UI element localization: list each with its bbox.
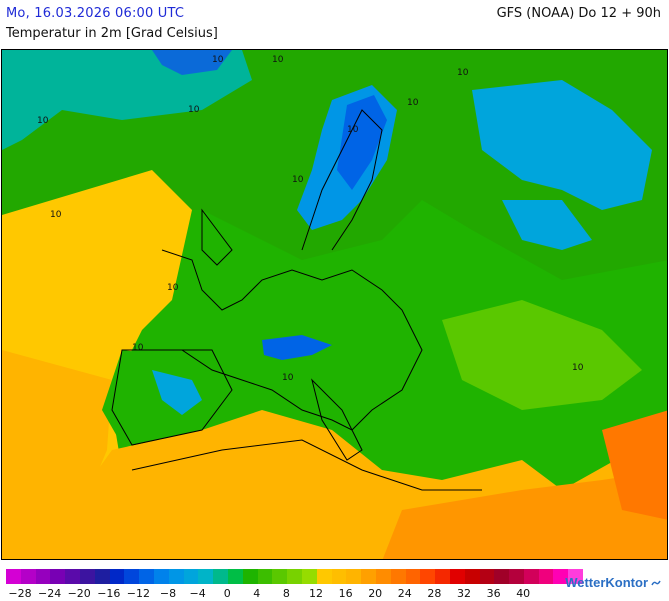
legend-label: 4 <box>253 587 261 600</box>
legend-swatch <box>242 569 258 584</box>
legend-label: −12 <box>126 587 150 600</box>
legend-swatch <box>272 569 288 584</box>
brand-logo: WetterKontor <box>565 575 661 590</box>
legend-label: −4 <box>189 587 206 600</box>
legend-label: 28 <box>427 587 442 600</box>
legend-label: 8 <box>282 587 290 600</box>
coastline-scandinavia <box>301 109 383 251</box>
wave-icon <box>651 580 661 585</box>
coastline-europe <box>152 249 423 431</box>
legend-swatch <box>390 569 406 584</box>
legend-swatch <box>553 569 569 584</box>
legend-swatch <box>435 569 450 584</box>
legend-swatch <box>420 569 436 584</box>
coastline-britain <box>201 208 233 266</box>
middle-east-hot <box>602 410 667 520</box>
legend-swatch <box>65 569 80 584</box>
legend-swatch <box>94 569 110 584</box>
legend-label: 16 <box>338 587 353 600</box>
legend-swatch <box>168 569 184 584</box>
color-legend: −28 −24 −20 −16 −12 −8 −4 0 4 8 12 16 20 24 28 32 36 40 <box>6 569 584 601</box>
legend-swatch <box>538 569 554 584</box>
contour-label: 10 <box>50 210 62 220</box>
legend-label: 32 <box>457 587 471 600</box>
legend-swatch <box>509 569 524 584</box>
contour-label: 10 <box>132 343 144 353</box>
legend-label: 24 <box>397 587 412 600</box>
russia-cold-2 <box>502 200 592 250</box>
legend-label: −8 <box>159 587 177 600</box>
legend-swatch <box>124 569 140 584</box>
legend-swatch <box>50 569 66 584</box>
temperature-map: 10 10 10 10 10 10 10 10 10 10 10 10 10 <box>1 49 668 560</box>
contour-label: 10 <box>212 55 224 65</box>
legend-swatch <box>198 569 214 584</box>
legend-swatch <box>109 569 125 584</box>
coastline-iberia <box>111 349 233 446</box>
legend-swatch <box>6 569 21 584</box>
coastline-italy <box>311 378 363 461</box>
legend-swatch <box>79 569 95 584</box>
legend-swatch <box>213 569 228 584</box>
africa-hot <box>382 470 667 559</box>
legend-swatch <box>20 569 36 584</box>
legend-swatch <box>287 569 302 584</box>
parameter-title: Temperatur in 2m [Grad Celsius] <box>6 26 218 41</box>
legend-swatch <box>139 569 154 584</box>
legend-label: −20 <box>67 587 91 600</box>
contour-label: 10 <box>457 68 469 78</box>
contour-label: 10 <box>272 55 284 65</box>
contour-label: 10 <box>188 105 200 115</box>
coldest-atlantic <box>152 50 232 75</box>
contour-label: 10 <box>282 373 294 383</box>
alps-cold <box>262 335 332 360</box>
map-canvas: 10 10 10 10 10 10 10 10 10 10 10 10 10 <box>2 50 667 559</box>
ukraine-warm <box>442 300 642 410</box>
legend-swatch <box>346 569 362 584</box>
brand-name: WetterKontor <box>565 575 648 590</box>
legend-swatch <box>405 569 421 584</box>
legend-swatch <box>479 569 495 584</box>
russia-cold <box>472 80 652 210</box>
legend-swatch <box>316 569 332 584</box>
legend-swatch <box>331 569 347 584</box>
legend-label: 12 <box>309 587 323 600</box>
legend-swatch <box>494 569 510 584</box>
contour-label: 10 <box>292 175 304 185</box>
model-run: GFS (NOAA) Do 12 + 90h <box>496 6 661 21</box>
coastline-africa <box>131 439 482 491</box>
legend-labels: −28 −24 −20 −16 −12 −8 −4 0 4 8 12 16 20 24 28 32 36 40 <box>6 587 583 601</box>
legend-color-bar <box>6 569 584 584</box>
legend-swatch <box>257 569 273 584</box>
legend-swatch <box>227 569 243 584</box>
legend-label: −24 <box>37 587 62 600</box>
iberia-cold <box>152 370 202 415</box>
legend-label: −16 <box>97 587 121 600</box>
legend-swatch <box>449 569 465 584</box>
scandinavia-coldest <box>337 95 387 190</box>
forecast-date: Mo, 16.03.2026 06:00 UTC <box>6 6 185 21</box>
legend-label: 0 <box>223 587 231 600</box>
legend-label: 20 <box>368 587 383 600</box>
legend-label: 36 <box>486 587 501 600</box>
legend-swatch <box>568 569 584 584</box>
legend-swatch <box>153 569 169 584</box>
legend-swatch <box>35 569 51 584</box>
contour-label: 10 <box>572 363 584 373</box>
contour-label: 10 <box>167 283 179 293</box>
legend-swatch <box>375 569 391 584</box>
legend-swatch <box>183 569 199 584</box>
atlantic-warmer <box>2 350 112 559</box>
legend-swatch <box>464 569 480 584</box>
legend-swatch <box>301 569 317 584</box>
contour-label: 10 <box>37 116 49 126</box>
legend-swatch <box>523 569 539 584</box>
cold-atlantic <box>2 50 252 150</box>
legend-swatch <box>361 569 376 584</box>
contour-label: 10 <box>407 98 419 108</box>
legend-label: 40 <box>516 587 531 600</box>
contour-label: 10 <box>347 125 359 135</box>
legend-label: −28 <box>8 587 32 600</box>
